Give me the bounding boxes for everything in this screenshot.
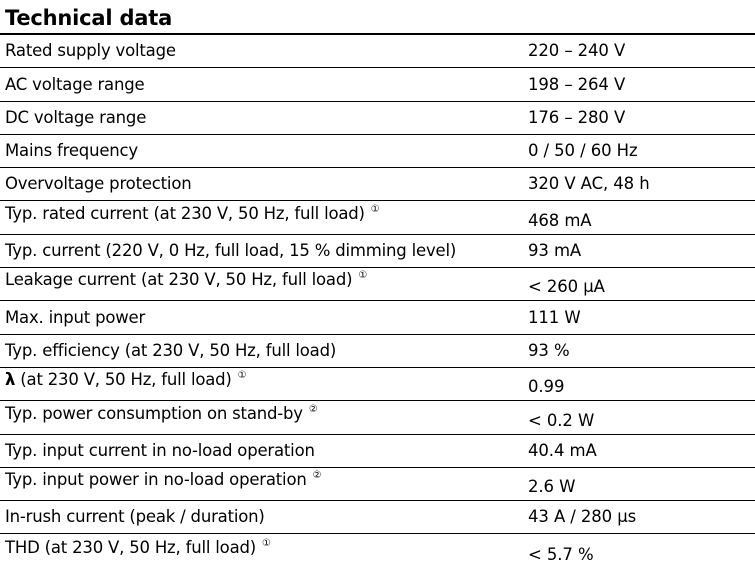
footnote-marker: ① [262, 537, 271, 549]
footnote-marker: ① [358, 270, 368, 282]
parameter-label: Max. input power [5, 307, 146, 327]
table-row: λ (at 230 V, 50 Hz, full load) ① 0.99 [0, 366, 755, 402]
parameter-label: Leakage current (at 230 V, 50 Hz, full l… [5, 266, 367, 290]
parameter-value: 93 % [528, 340, 570, 360]
parameter-label: Typ. efficiency (at 230 V, 50 Hz, full l… [5, 340, 337, 360]
title-divider [0, 33, 755, 35]
parameter-label: DC voltage range [5, 107, 147, 127]
parameter-label: λ (at 230 V, 50 Hz, full load) ① [5, 366, 247, 390]
parameter-value: < 260 µA [528, 277, 605, 297]
footnote-marker: ① [237, 370, 247, 382]
parameter-label: AC voltage range [5, 74, 145, 94]
table-row: AC voltage range 198 – 264 V [0, 68, 755, 102]
footnote-marker: ② [308, 403, 318, 415]
parameter-value: 2.6 W [528, 477, 576, 497]
parameter-label: Rated supply voltage [5, 41, 176, 61]
table-row: Typ. current (220 V, 0 Hz, full load, 15… [0, 235, 755, 269]
parameter-label: Typ. input power in no-load operation ② [5, 466, 322, 490]
parameter-value: 198 – 264 V [528, 74, 626, 94]
footnote-marker: ② [312, 470, 322, 482]
parameter-label: THD (at 230 V, 50 Hz, full load) ① [5, 534, 271, 558]
parameter-value: < 5.7 % [528, 544, 594, 564]
parameter-value: 40.4 mA [528, 440, 597, 460]
parameter-value: 93 mA [528, 241, 582, 261]
table-row: Max. input power 111 W [0, 301, 755, 335]
footnote-marker: ① [370, 203, 380, 215]
table-row: Mains frequency 0 / 50 / 60 Hz [0, 135, 755, 169]
table-row: DC voltage range 176 – 280 V [0, 102, 755, 135]
parameter-label: Typ. rated current (at 230 V, 50 Hz, ful… [5, 200, 380, 224]
section-title: Technical data [5, 6, 173, 30]
technical-data-table: Rated supply voltage 220 – 240 V AC volt… [0, 35, 755, 568]
parameter-value: 43 A / 280 µs [528, 507, 637, 527]
parameter-text: (at 230 V, 50 Hz, full load) [15, 370, 232, 390]
parameter-value: 111 W [528, 307, 581, 327]
parameter-label: Mains frequency [5, 141, 138, 161]
table-row: Typ. input power in no-load operation ② 2… [0, 466, 755, 502]
parameter-label: Typ. current (220 V, 0 Hz, full load, 15… [5, 241, 457, 261]
table-row: In-rush current (peak / duration) 43 A /… [0, 501, 755, 535]
parameter-value: < 0.2 W [528, 410, 595, 430]
table-row: Typ. rated current (at 230 V, 50 Hz, ful… [0, 200, 755, 235]
table-row: Typ. power consumption on stand-by ② < 0.… [0, 400, 755, 435]
parameter-text: Typ. power consumption on stand-by [5, 403, 303, 423]
table-row: Overvoltage protection 320 V AC, 48 h [0, 168, 755, 202]
lambda-symbol: λ [5, 370, 16, 390]
table-row: Rated supply voltage 220 – 240 V [0, 35, 755, 69]
parameter-value: 220 – 240 V [528, 41, 626, 61]
parameter-label: Typ. power consumption on stand-by ② [5, 400, 318, 424]
table-row: Typ. efficiency (at 230 V, 50 Hz, full l… [0, 335, 755, 368]
table-row: Leakage current (at 230 V, 50 Hz, full l… [0, 266, 755, 302]
table-row: THD (at 230 V, 50 Hz, full load) ① < 5.7 … [0, 534, 755, 567]
parameter-text: Typ. input power in no-load operation [5, 470, 307, 490]
parameter-text: Typ. rated current (at 230 V, 50 Hz, ful… [5, 203, 365, 223]
parameter-value: 0 / 50 / 60 Hz [528, 141, 638, 161]
parameter-value: 0.99 [528, 377, 565, 397]
table-row: Typ. input current in no-load operation … [0, 435, 755, 468]
parameter-label: Overvoltage protection [5, 174, 192, 194]
parameter-text: THD (at 230 V, 50 Hz, full load) [5, 537, 256, 557]
parameter-label: In-rush current (peak / duration) [5, 507, 265, 527]
parameter-value: 176 – 280 V [528, 107, 626, 127]
parameter-value: 320 V AC, 48 h [528, 174, 650, 194]
parameter-label: Typ. input current in no-load operation [5, 440, 315, 460]
parameter-text: Leakage current (at 230 V, 50 Hz, full l… [5, 270, 353, 290]
parameter-value: 468 mA [528, 210, 592, 230]
